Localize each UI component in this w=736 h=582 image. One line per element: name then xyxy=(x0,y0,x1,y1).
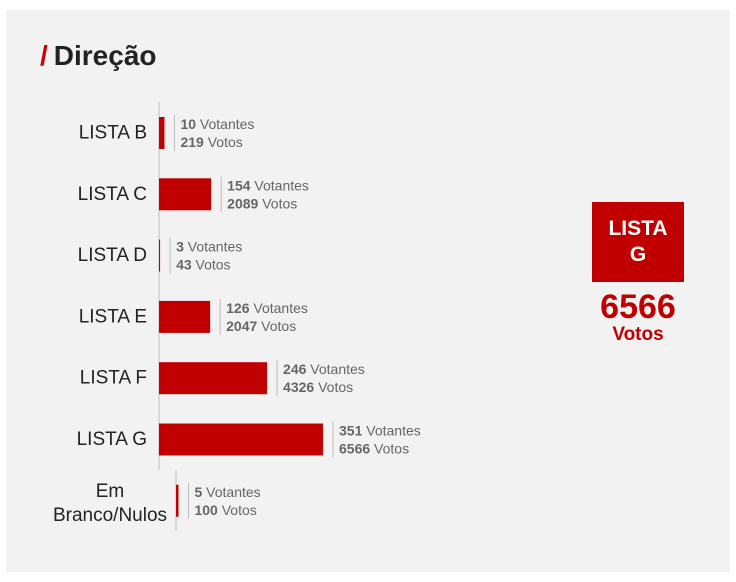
votes-label: 2047 Votos xyxy=(226,318,296,334)
voters-value: 246 xyxy=(283,361,307,377)
voters-unit: Votantes xyxy=(184,239,242,255)
winner-label: LISTA G xyxy=(608,217,668,266)
voters-label: 154 Votantes xyxy=(227,177,309,193)
bar xyxy=(159,239,161,272)
voters-value: 5 xyxy=(194,484,202,500)
category-label: Em Branco/Nulos xyxy=(53,481,167,526)
bar xyxy=(159,362,268,395)
voters-unit: Votantes xyxy=(249,300,307,316)
voters-label: 126 Votantes xyxy=(226,300,308,316)
voters-label: 3 Votantes xyxy=(176,239,242,255)
title-text: Direção xyxy=(53,40,157,71)
chart-card xyxy=(6,10,730,572)
voters-value: 3 xyxy=(176,239,184,255)
votes-label: 219 Votos xyxy=(180,134,242,150)
votes-unit: Votos xyxy=(257,318,296,334)
category-label: LISTA E xyxy=(79,306,147,327)
votes-unit: Votos xyxy=(258,195,297,211)
bar xyxy=(159,300,211,333)
votes-label: 2089 Votos xyxy=(227,195,297,211)
title-slash: / xyxy=(40,40,48,71)
votes-label: 43 Votos xyxy=(176,257,231,273)
category-label: LISTA F xyxy=(80,368,147,389)
votes-value: 2089 xyxy=(227,195,258,211)
voters-unit: Votantes xyxy=(306,361,364,377)
winner-votes-unit: Votos xyxy=(612,324,664,345)
category-label-line: Branco/Nulos xyxy=(53,505,167,526)
voters-label: 5 Votantes xyxy=(194,484,260,500)
voters-value: 351 xyxy=(339,423,363,439)
voters-unit: Votantes xyxy=(196,116,254,132)
bar xyxy=(176,484,179,517)
voters-label: 246 Votantes xyxy=(283,361,365,377)
votes-value: 6566 xyxy=(339,441,370,457)
votes-value: 100 xyxy=(194,502,218,518)
voters-unit: Votantes xyxy=(362,423,420,439)
voters-value: 10 xyxy=(180,116,196,132)
voters-value: 154 xyxy=(227,177,251,193)
bar xyxy=(159,423,323,456)
voters-unit: Votantes xyxy=(251,177,309,193)
votes-value: 4326 xyxy=(283,379,314,395)
voters-unit: Votantes xyxy=(202,484,260,500)
voters-label: 10 Votantes xyxy=(180,116,254,132)
votes-label: 100 Votos xyxy=(194,502,256,518)
votes-unit: Votos xyxy=(370,441,409,457)
category-label: LISTA D xyxy=(78,245,147,266)
votes-value: 2047 xyxy=(226,318,257,334)
votes-unit: Votos xyxy=(204,134,243,150)
votes-unit: Votos xyxy=(314,379,353,395)
voters-label: 351 Votantes xyxy=(339,423,421,439)
voters-value: 126 xyxy=(226,300,250,316)
category-label: LISTA G xyxy=(77,429,147,450)
winner-votes: 6566 xyxy=(600,288,676,326)
category-label: LISTA C xyxy=(78,184,147,205)
votes-unit: Votos xyxy=(218,502,257,518)
votes-label: 4326 Votos xyxy=(283,379,353,395)
page-title: / Direção xyxy=(40,40,157,72)
category-label: LISTA B xyxy=(79,123,147,144)
category-label-line: Em xyxy=(96,481,125,502)
votes-value: 219 xyxy=(180,134,204,150)
bar xyxy=(159,178,212,211)
votes-label: 6566 Votos xyxy=(339,441,409,457)
votes-value: 43 xyxy=(176,257,192,273)
winner-badge: LISTA G xyxy=(592,202,684,282)
bar xyxy=(159,117,165,149)
votes-unit: Votos xyxy=(192,257,231,273)
